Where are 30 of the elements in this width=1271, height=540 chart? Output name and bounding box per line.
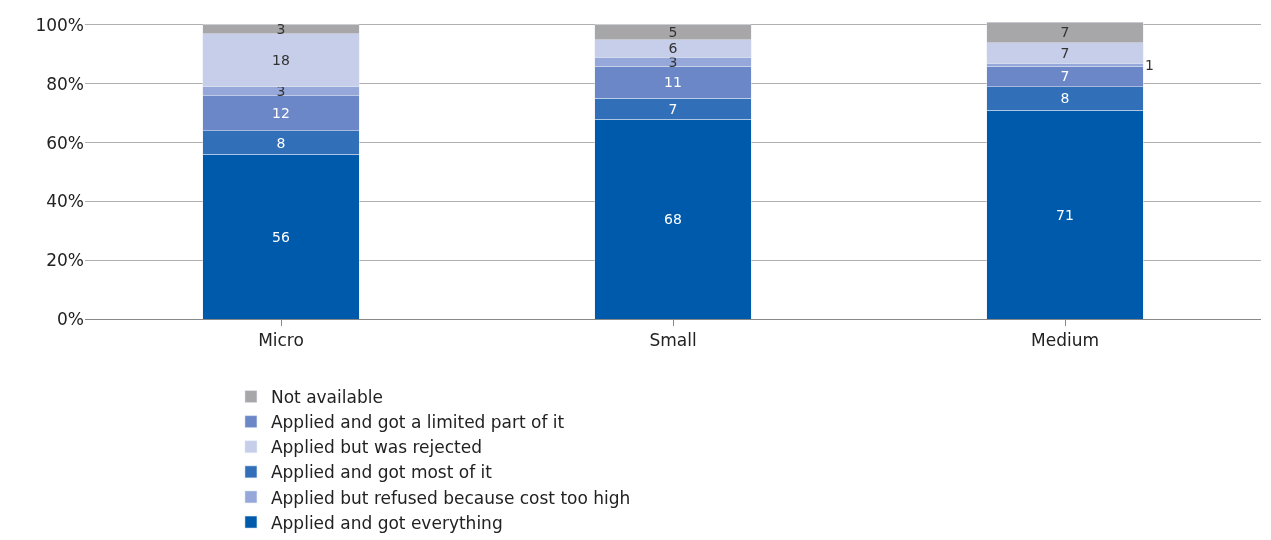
x-tick-label: Small bbox=[649, 330, 697, 351]
data-label: 18 bbox=[272, 52, 290, 69]
data-label: 7 bbox=[668, 100, 678, 117]
data-label: 71 bbox=[1056, 206, 1074, 223]
y-tick-label: 60% bbox=[46, 132, 84, 153]
data-label: 8 bbox=[1060, 90, 1070, 107]
y-tick-label: 40% bbox=[46, 191, 84, 212]
legend-label: Applied but was rejected bbox=[270, 437, 483, 458]
data-label: 8 bbox=[276, 134, 286, 151]
data-label: 7 bbox=[1060, 24, 1070, 41]
data-label: 56 bbox=[272, 228, 290, 245]
legend-label: Applied and got everything bbox=[270, 512, 503, 533]
legend-label: Not available bbox=[270, 387, 383, 408]
y-tick-label: 100% bbox=[35, 14, 84, 35]
data-label: 5 bbox=[668, 24, 678, 41]
data-label: 3 bbox=[276, 21, 286, 38]
x-tick-label: Micro bbox=[258, 330, 304, 351]
y-tick-label: 0% bbox=[57, 308, 84, 329]
data-label: 7 bbox=[1060, 44, 1070, 61]
legend-label: Applied and got a limited part of it bbox=[270, 412, 565, 433]
legend-label: Applied but refused because cost too high bbox=[270, 487, 631, 508]
y-tick-label: 20% bbox=[46, 250, 84, 271]
data-label: 1 bbox=[1145, 57, 1154, 73]
data-label: 11 bbox=[664, 74, 682, 91]
data-label: 12 bbox=[272, 105, 290, 122]
legend-label: Applied and got most of it bbox=[270, 462, 493, 483]
y-tick-label: 80% bbox=[46, 73, 84, 94]
x-tick-label: Medium bbox=[1031, 330, 1099, 351]
data-label: 68 bbox=[664, 211, 682, 228]
data-label: 7 bbox=[1060, 68, 1070, 85]
